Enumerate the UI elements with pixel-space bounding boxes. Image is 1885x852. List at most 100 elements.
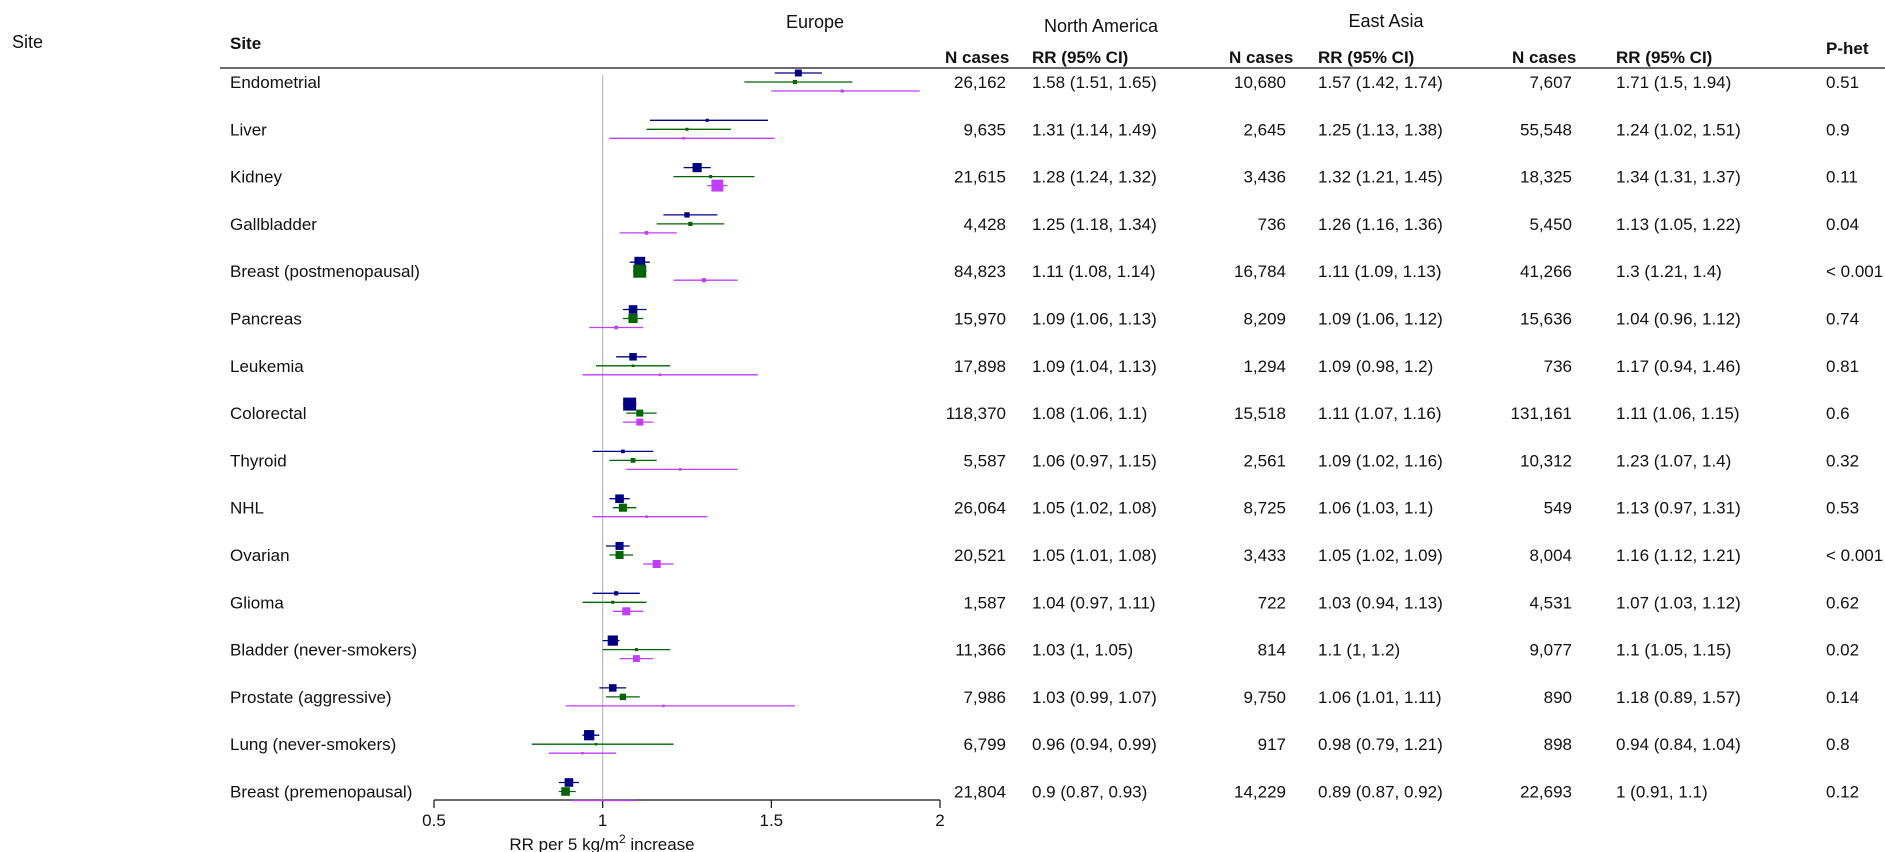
point-estimate-marker bbox=[662, 704, 665, 708]
east-asia-rr-value: 1.13 (0.97, 1.31) bbox=[1616, 499, 1741, 518]
east-asia-cases-value: 55,548 bbox=[1520, 120, 1572, 139]
europe-rr-value: 1.09 (1.04, 1.13) bbox=[1032, 357, 1157, 376]
point-estimate-marker bbox=[615, 494, 624, 503]
east-asia-rr-value: 1.18 (0.89, 1.57) bbox=[1616, 688, 1741, 707]
europe-cases-value: 26,162 bbox=[954, 73, 1006, 92]
europe-rr-value: 1.58 (1.51, 1.65) bbox=[1032, 73, 1157, 92]
east-asia-cases-value: 890 bbox=[1544, 688, 1572, 707]
table-row: Lung (never-smokers) 6,799 0.96 (0.94, 0.9… bbox=[230, 730, 1850, 755]
east-asia-cases-value: 15,636 bbox=[1520, 310, 1572, 329]
europe-cases-value: 15,970 bbox=[954, 310, 1006, 329]
europe-rr-value: 1.05 (1.02, 1.08) bbox=[1032, 499, 1157, 518]
point-estimate-marker bbox=[644, 231, 649, 235]
table-row: Thyroid 5,587 1.06 (0.97, 1.15) 2,561 1.09 (… bbox=[230, 449, 1859, 471]
north-america-rr-value: 1.25 (1.13, 1.38) bbox=[1318, 120, 1443, 139]
point-estimate-marker bbox=[628, 313, 638, 324]
europe-cases-value: 11,366 bbox=[955, 641, 1006, 660]
east-asia-rr-value: 1.1 (1.05, 1.15) bbox=[1616, 641, 1731, 660]
europe-cases-value: 6,799 bbox=[963, 735, 1006, 754]
point-estimate-marker bbox=[623, 397, 637, 411]
phet-value: 0.6 bbox=[1826, 404, 1850, 423]
point-estimate-marker bbox=[684, 212, 690, 218]
east-asia-cases-value: 549 bbox=[1544, 499, 1572, 518]
east-asia-cases-value: 898 bbox=[1544, 735, 1572, 754]
north-america-cases-value: 10,680 bbox=[1234, 73, 1286, 92]
point-estimate-marker bbox=[628, 305, 638, 314]
europe-cases-header: N cases bbox=[945, 48, 1009, 67]
north-america-cases-value: 3,433 bbox=[1243, 546, 1286, 565]
point-estimate-marker bbox=[705, 118, 709, 122]
north-america-cases-value: 14,229 bbox=[1234, 783, 1286, 802]
phet-value: 0.9 bbox=[1826, 120, 1850, 139]
table-row: Bladder (never-smokers) 11,366 1.03 (1, 1.… bbox=[230, 635, 1859, 663]
north-america-rr-value: 0.98 (0.79, 1.21) bbox=[1318, 735, 1443, 754]
north-america-rr-header: RR (95% CI) bbox=[1318, 48, 1414, 67]
phet-value: 0.51 bbox=[1826, 73, 1859, 92]
table-row: Colorectal 118,370 1.08 (1.06, 1.1) 15,518 1… bbox=[230, 397, 1850, 426]
europe-rr-value: 0.96 (0.94, 0.99) bbox=[1032, 735, 1157, 754]
east-asia-rr-value: 1.24 (1.02, 1.51) bbox=[1616, 120, 1741, 139]
europe-rr-value: 1.06 (0.97, 1.15) bbox=[1032, 451, 1157, 470]
table-row: Leukemia 17,898 1.09 (1.04, 1.13) 1,294 1.09… bbox=[230, 353, 1859, 377]
point-estimate-marker bbox=[652, 559, 661, 569]
x-tick-label: 0.5 bbox=[422, 811, 446, 830]
north-america-cases-value: 736 bbox=[1258, 215, 1286, 234]
point-estimate-marker bbox=[688, 221, 693, 226]
europe-rr-value: 1.25 (1.18, 1.34) bbox=[1032, 215, 1157, 234]
north-america-cases-value: 8,725 bbox=[1243, 499, 1286, 518]
table-row: NHL 26,064 1.05 (1.02, 1.08) 8,725 1.06 (1.0… bbox=[230, 494, 1859, 518]
north-america-cases-value: 16,784 bbox=[1234, 262, 1286, 281]
point-estimate-marker bbox=[682, 137, 685, 140]
point-estimate-marker bbox=[601, 799, 604, 802]
point-estimate-marker bbox=[622, 607, 631, 616]
y-side-label: Site bbox=[12, 32, 43, 52]
point-estimate-marker bbox=[634, 256, 646, 268]
east-asia-cases-value: 22,693 bbox=[1520, 783, 1572, 802]
north-america-cases-value: 3,436 bbox=[1243, 168, 1286, 187]
x-axis-title: RR per 5 kg/m2 increase bbox=[509, 832, 694, 852]
point-estimate-marker bbox=[685, 127, 689, 131]
north-america-rr-value: 1.09 (0.98, 1.2) bbox=[1318, 357, 1433, 376]
plot-rows: Endometrial 26,162 1.58 (1.51, 1.65) 10,680… bbox=[230, 69, 1883, 802]
north-america-rr-value: 1.05 (1.02, 1.09) bbox=[1318, 546, 1443, 565]
table-row: Endometrial 26,162 1.58 (1.51, 1.65) 10,680… bbox=[230, 69, 1859, 93]
x-tick-label: 1.5 bbox=[760, 811, 784, 830]
europe-cases-value: 1,587 bbox=[963, 593, 1006, 612]
north-america-rr-value: 1.06 (1.03, 1.1) bbox=[1318, 499, 1433, 518]
site-label: Leukemia bbox=[230, 357, 304, 376]
point-estimate-marker bbox=[701, 278, 706, 283]
europe-cases-value: 118,370 bbox=[946, 404, 1006, 423]
point-estimate-marker bbox=[611, 600, 615, 604]
europe-cases-value: 9,635 bbox=[963, 120, 1006, 139]
site-label: Glioma bbox=[230, 593, 284, 612]
table-row: Breast (premenopausal) 21,804 0.9 (0.87, 0… bbox=[230, 778, 1859, 802]
east-asia-rr-value: 1.04 (0.96, 1.12) bbox=[1616, 310, 1741, 329]
point-estimate-marker bbox=[840, 89, 844, 93]
europe-rr-value: 1.09 (1.06, 1.13) bbox=[1032, 310, 1157, 329]
phet-value: 0.53 bbox=[1826, 499, 1859, 518]
europe-cases-value: 26,064 bbox=[954, 499, 1006, 518]
table-row: Gallbladder 4,428 1.25 (1.18, 1.34) 736 1.26… bbox=[230, 212, 1859, 235]
site-label: Endometrial bbox=[230, 73, 321, 92]
north-america-cases-value: 8,209 bbox=[1243, 310, 1286, 329]
north-america-rr-value: 1.11 (1.07, 1.16) bbox=[1318, 404, 1442, 423]
site-label: Breast (premenopausal) bbox=[230, 783, 412, 802]
north-america-rr-value: 1.06 (1.01, 1.11) bbox=[1318, 688, 1442, 707]
north-america-cases-value: 1,294 bbox=[1243, 357, 1286, 376]
point-estimate-marker bbox=[614, 325, 618, 330]
phet-value: 0.81 bbox=[1826, 357, 1859, 376]
europe-rr-value: 1.31 (1.14, 1.49) bbox=[1032, 120, 1157, 139]
east-asia-cases-value: 5,450 bbox=[1529, 215, 1572, 234]
point-estimate-marker bbox=[621, 449, 625, 454]
europe-cases-value: 21,804 bbox=[954, 783, 1006, 802]
site-label: Bladder (never-smokers) bbox=[230, 641, 417, 660]
point-estimate-marker bbox=[630, 458, 636, 463]
east-asia-cases-value: 4,531 bbox=[1529, 593, 1572, 612]
east-asia-rr-value: 1 (0.91, 1.1) bbox=[1616, 783, 1708, 802]
point-estimate-marker bbox=[581, 751, 584, 755]
point-estimate-marker bbox=[618, 503, 627, 512]
point-estimate-marker bbox=[645, 515, 648, 518]
point-estimate-marker bbox=[609, 684, 617, 692]
point-estimate-marker bbox=[794, 69, 802, 77]
